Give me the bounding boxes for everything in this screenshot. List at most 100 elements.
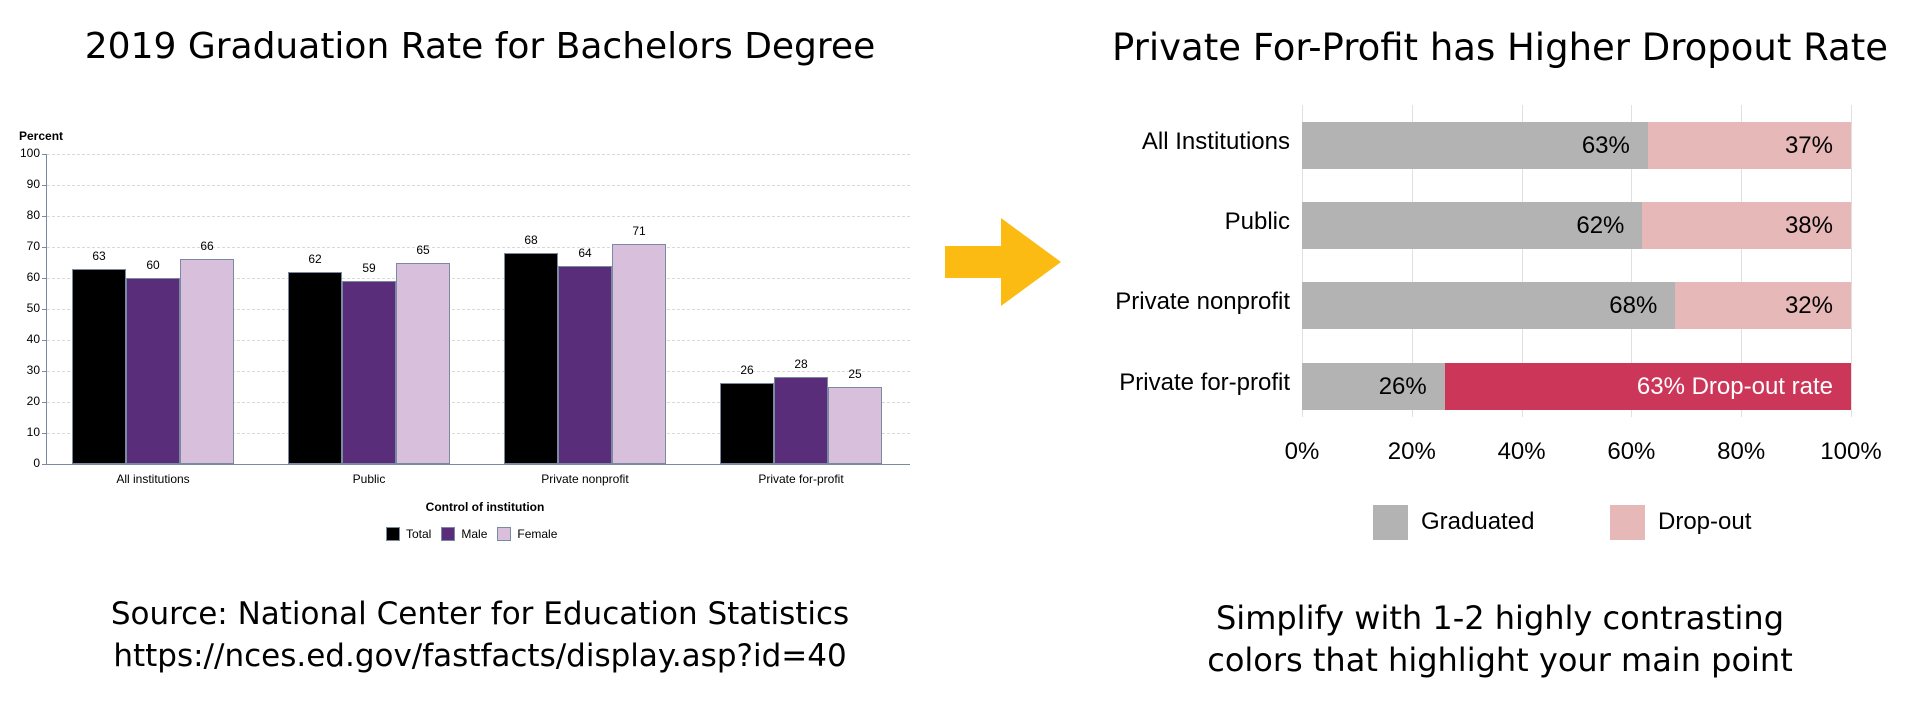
legend-swatch [386,526,400,541]
x-tick-label: 100% [1820,438,1882,465]
y-tick-mark [42,309,46,310]
tip-line-1: Simplify with 1-2 highly contrasting [1215,599,1784,637]
gridline [47,433,910,434]
segment-graduated [1302,122,1648,169]
legend-swatch [497,526,512,541]
right-title: Private For-Profit has Higher Dropout Ra… [1112,26,1888,69]
y-tick-label: 50 [26,301,40,315]
y-tick-label: 30 [26,363,40,377]
y-tick-label: 90 [26,177,40,191]
left-title: 2019 Graduation Rate for Bachelors Degre… [84,26,876,67]
highlight-segment-dropout [1444,363,1851,410]
segment-value-label: 38% [1784,212,1833,239]
bar-value-label: 63 [92,248,106,263]
segment-value-label: 63% [1581,132,1630,159]
gridline [1302,105,1303,417]
bar-total [72,268,126,464]
bar-male [774,377,828,464]
segment-drop-out [1647,122,1851,169]
y-tick-mark [42,216,46,217]
y-axis-line [46,154,47,464]
bar-female [828,386,882,464]
gridline [47,216,910,217]
legend-label: Total [406,526,432,541]
segment-value-label: 68% [1609,292,1658,319]
bar-total [504,253,558,464]
y-tick-label: 60 [26,270,40,284]
y-tick-mark [42,464,46,465]
y-tick-mark [42,340,46,341]
gridline [1631,105,1633,417]
category-label: All institutions [116,472,190,486]
gridline [47,340,910,341]
gridline [47,371,910,372]
left-caption: Source: National Center for Education St… [0,593,960,677]
segment-value-label: 26% [1378,373,1427,400]
right-arrow-icon [945,218,1061,306]
right-chart: All Institutions 63% 37% Public 62% 38% Privat… [1115,105,1882,540]
segment-graduated [1302,202,1643,249]
gridline [1411,105,1413,417]
gridline [1521,105,1523,417]
gridline [1851,105,1852,417]
category-label: Private nonprofit [1115,288,1290,315]
x-axis-line [46,464,910,465]
segment-value-label: 63% Drop-out rate [1636,373,1833,400]
legend-swatch-drop-out [1610,505,1645,540]
bar-value-label: 65 [416,242,430,257]
bar-female [612,243,666,464]
bar-value-label: 59 [362,261,376,276]
bar-value-label: 26 [740,363,754,378]
y-tick-mark [42,371,46,372]
x-tick-label: 20% [1387,438,1436,465]
segment-value-label: 37% [1784,132,1833,159]
x-tick-label: 40% [1497,438,1546,465]
y-tick-label: 70 [26,239,40,253]
bar-male [126,278,180,464]
bar-male [342,281,396,464]
x-axis-title: Control of institution [425,500,545,514]
gridline [47,154,910,155]
category-label: Public [352,472,386,486]
segment-graduated [1302,282,1676,329]
left-legend: Total Male Female [386,526,567,541]
y-tick-label: 10 [26,425,40,439]
gridline [47,402,910,403]
right-caption: Simplify with 1-2 highly contrasting col… [1080,597,1920,681]
tip-line-2: colors that highlight your main point [1207,641,1793,679]
legend-swatch-graduated [1373,505,1408,540]
y-tick-mark [42,185,46,186]
category-label: Public [1224,208,1290,235]
x-tick-label: 0% [1284,438,1320,465]
legend-label: Male [461,526,488,541]
segment-value-label: 62% [1576,212,1625,239]
left-chart: Percent 0 10 20 30 40 50 60 70 80 90 100 63 60 66 All… [0,0,960,560]
segment-drop-out [1642,202,1851,249]
legend-item-total: Total [386,526,432,541]
bar-female [396,262,450,464]
x-tick-label: 80% [1717,438,1766,465]
source-url: https://nces.ed.gov/fastfacts/display.as… [113,638,847,674]
x-tick-label: 60% [1607,438,1656,465]
bar-total [288,271,342,464]
legend-item-female: Female [497,526,558,541]
category-label: Private for-profit [758,472,844,486]
bar-value-label: 68 [524,233,538,248]
y-tick-mark [42,402,46,403]
legend-label: Female [517,526,558,541]
bar-value-label: 28 [794,357,808,372]
bar-value-label: 25 [848,366,862,381]
segment-graduated [1302,363,1445,410]
gridline [47,247,910,248]
y-tick-label: 80 [26,208,40,222]
y-tick-label: 20 [26,394,40,408]
y-tick-label: 0 [33,456,40,470]
bar-value-label: 71 [632,223,646,238]
y-axis-label: Percent [19,129,64,143]
category-label: All Institutions [1141,128,1290,155]
y-tick-label: 100 [19,146,40,160]
legend-label: Graduated [1421,508,1535,535]
category-label: Private for-profit [1119,369,1290,396]
legend-item-male: Male [441,526,488,541]
bar-male [558,265,612,464]
